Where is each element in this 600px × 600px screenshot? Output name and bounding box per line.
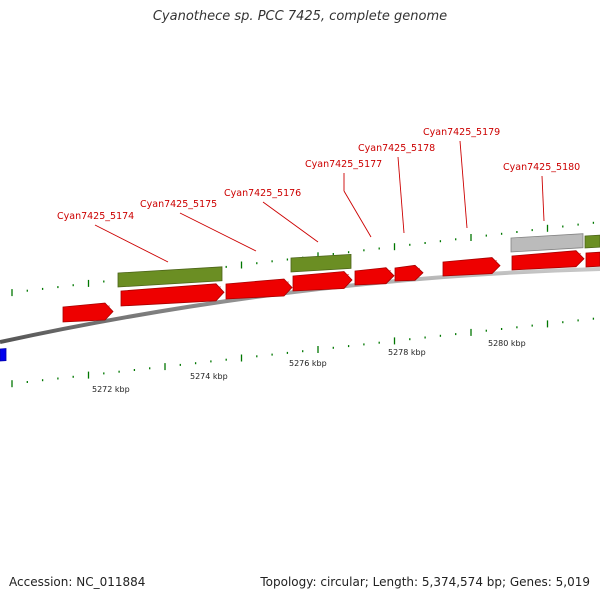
feature-highlight — [355, 270, 392, 274]
gene-label: Cyan7425_5178 — [358, 143, 435, 154]
callout-line — [459, 140, 468, 229]
gene-arrow — [292, 271, 353, 292]
callout-line — [262, 201, 319, 243]
feature-highlight — [512, 253, 582, 259]
feature-highlight — [63, 305, 111, 310]
accession-label: Accession: NC_011884 — [9, 575, 146, 589]
genome-backbone — [0, 267, 600, 344]
kbp-label: 5272 kbp — [92, 385, 130, 394]
kbp-scale-labels: 5272 kbp 5274 kbp 5276 kbp 5278 kbp 5280 kbp — [92, 339, 526, 394]
callout-line — [397, 156, 405, 234]
feature-highlight — [118, 268, 220, 276]
feature-highlight — [511, 235, 581, 241]
feature-highlight — [395, 267, 421, 271]
callout-line — [179, 212, 257, 252]
feature-highlight — [443, 260, 498, 265]
gene-label: Cyan7425_5176 — [224, 188, 301, 199]
callout-line — [94, 224, 169, 263]
green-feature — [117, 266, 223, 288]
feature-highlight — [121, 286, 222, 294]
blue-feature — [0, 348, 7, 362]
gene-label: Cyan7425_5175 — [140, 199, 217, 210]
feature-track — [0, 233, 600, 362]
gene-arrow — [511, 250, 585, 271]
kbp-label: 5280 kbp — [488, 339, 526, 348]
gene-arrow — [120, 283, 225, 307]
kbp-label: 5276 kbp — [289, 359, 327, 368]
gene-callouts: Cyan7425_5174 Cyan7425_5175 Cyan7425_5176 C… — [57, 127, 580, 263]
gene-arrow — [442, 257, 501, 277]
feature-highlight — [293, 273, 350, 279]
feature-highlight — [226, 281, 290, 287]
gene-label: Cyan7425_5174 — [57, 211, 134, 222]
genome-summary-label: Topology: circular; Length: 5,374,574 bp… — [260, 575, 590, 589]
kbp-label: 5274 kbp — [190, 372, 228, 381]
gene-arrow — [585, 251, 600, 268]
kbp-label: 5278 kbp — [388, 348, 426, 357]
feature-highlight — [585, 236, 598, 239]
gene-label: Cyan7425_5180 — [503, 162, 580, 173]
feature-highlight — [586, 253, 598, 256]
callout-line — [343, 190, 372, 238]
gene-label: Cyan7425_5179 — [423, 127, 500, 138]
feature-highlight — [291, 255, 349, 261]
gene-arrow — [225, 278, 293, 300]
grey-feature — [510, 233, 584, 253]
callout-line — [541, 175, 545, 222]
inner-tick-marks — [11, 317, 595, 388]
green-feature — [584, 234, 600, 249]
gene-label: Cyan7425_5177 — [305, 159, 382, 170]
page-title: Cyanothece sp. PCC 7425, complete genome — [152, 9, 448, 24]
